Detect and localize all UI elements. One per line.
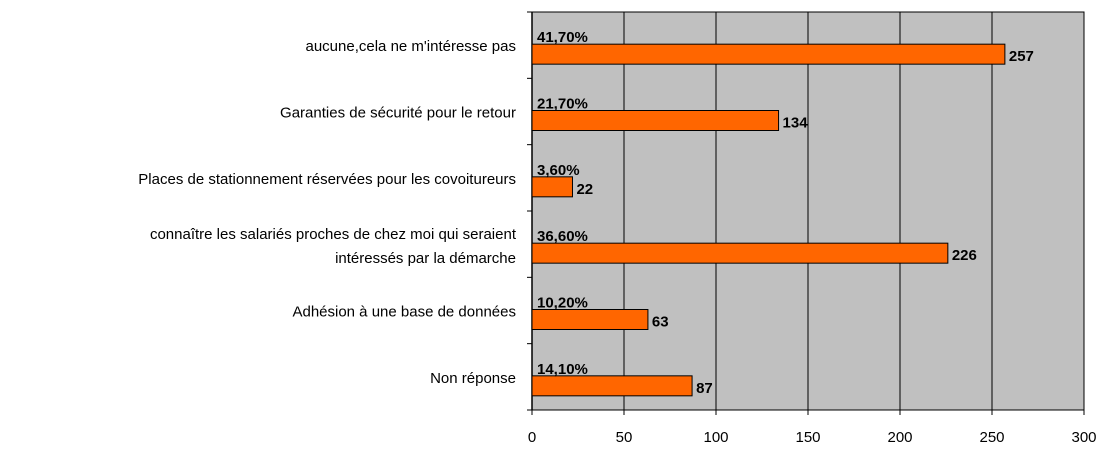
x-tick-label: 50	[616, 429, 633, 446]
bar	[531, 242, 949, 264]
y-tick-label: intéressés par la démarche	[335, 250, 516, 267]
y-tick-label: connaître les salariés proches de chez m…	[150, 226, 517, 243]
x-tick-label: 100	[703, 429, 728, 446]
percent-label: 3,60%	[537, 162, 580, 179]
value-label: 22	[576, 181, 593, 198]
x-tick-label: 300	[1071, 429, 1096, 446]
value-label: 226	[952, 247, 977, 264]
y-tick-label: Places de stationnement réservées pour l…	[138, 171, 516, 188]
percent-label: 21,70%	[537, 95, 588, 112]
percent-label: 10,20%	[537, 294, 588, 311]
bar	[531, 309, 649, 330]
x-tick-label: 250	[979, 429, 1004, 446]
y-tick-label: Non réponse	[430, 370, 516, 387]
y-tick-label: Garanties de sécurité pour le retour	[280, 104, 516, 121]
y-tick-label: aucune,cela ne m'intéresse pas	[306, 38, 517, 55]
percent-label: 14,10%	[537, 361, 588, 378]
value-label: 63	[652, 313, 669, 330]
x-tick-label: 200	[887, 429, 912, 446]
value-label: 134	[783, 114, 809, 131]
value-label: 257	[1009, 48, 1034, 65]
y-tick-label: Adhésion à une base de données	[292, 303, 516, 320]
x-tick-label: 150	[795, 429, 820, 446]
bar	[531, 110, 780, 131]
percent-label: 41,70%	[537, 29, 588, 46]
value-label: 87	[696, 380, 713, 397]
percent-label: 36,60%	[537, 228, 588, 245]
bar	[531, 43, 1006, 65]
x-tick-label: 0	[528, 429, 536, 446]
bar	[531, 176, 573, 198]
bar	[531, 375, 693, 397]
